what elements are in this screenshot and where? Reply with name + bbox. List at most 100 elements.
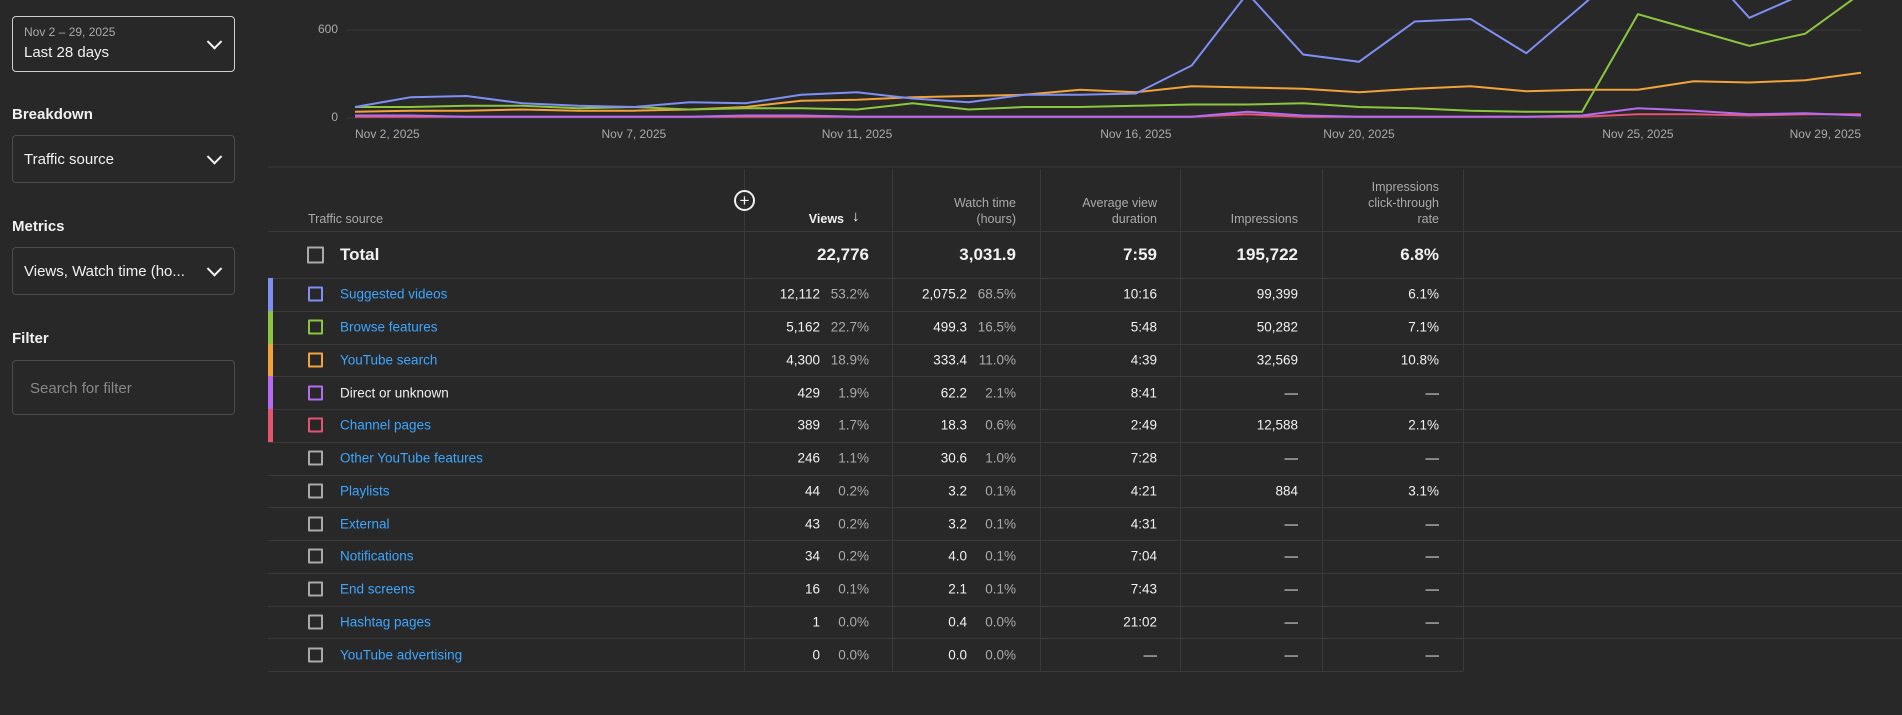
- x-tick-label: Nov 2, 2025: [355, 127, 420, 141]
- traffic-source-name[interactable]: Suggested videos: [340, 286, 448, 302]
- dropdown-icon: [206, 261, 223, 277]
- total-value: 6.8%: [1400, 245, 1439, 264]
- metrics-value: Views, Watch time (ho...: [24, 263, 185, 280]
- breakdown-select[interactable]: Traffic source: [12, 135, 235, 183]
- metric-value: 884: [1275, 483, 1298, 499]
- column-divider: [1040, 169, 1041, 671]
- metric-value: 4:31: [1130, 516, 1157, 532]
- traffic-source-name[interactable]: YouTube advertising: [340, 647, 463, 663]
- x-tick-label: Nov 11, 2025: [822, 127, 893, 141]
- checkbox[interactable]: [308, 516, 323, 532]
- percentage: 11.0%: [978, 352, 1016, 368]
- metric-value: —: [1425, 516, 1440, 532]
- metric-value: 4:21: [1130, 483, 1157, 499]
- row-divider: [268, 507, 1902, 509]
- checkbox[interactable]: [308, 548, 323, 564]
- traffic-source-name[interactable]: Notifications: [340, 548, 414, 564]
- row-divider: [268, 540, 1902, 541]
- y-tick-label: 0: [331, 110, 338, 124]
- metric-value: 6.1%: [1408, 286, 1439, 302]
- checkbox[interactable]: [308, 319, 323, 335]
- date-picker[interactable]: Nov 2 – 29, 2025 Last 28 days: [12, 16, 235, 72]
- metric-value: 5,162: [786, 319, 820, 335]
- metric-value: 50,282: [1256, 319, 1298, 335]
- traffic-source-name[interactable]: Playlists: [340, 483, 390, 499]
- percentage: 0.1%: [985, 516, 1016, 532]
- row-divider: [268, 231, 1902, 232]
- traffic-source-name[interactable]: Hashtag pages: [340, 614, 431, 630]
- metric-value: 1: [812, 614, 820, 630]
- percentage: 0.0%: [838, 614, 869, 630]
- total-value: 22,776: [817, 245, 869, 264]
- metric-value: 2,075.2: [921, 286, 967, 302]
- percentage: 68.5%: [977, 286, 1016, 302]
- checkbox[interactable]: [308, 581, 323, 597]
- row-divider: [268, 474, 1902, 476]
- metric-value: 429: [797, 385, 820, 401]
- metric-value: 34: [804, 548, 820, 564]
- metric-value: 0.0: [948, 647, 967, 663]
- filter-input[interactable]: Search for filter: [12, 360, 235, 415]
- plot-area: [354, 0, 1862, 118]
- x-tick-label: Nov 25, 2025: [1602, 127, 1674, 141]
- traffic-source-name[interactable]: Browse features: [340, 319, 438, 335]
- total-label: Total: [340, 245, 380, 264]
- traffic-source-name[interactable]: End screens: [340, 581, 416, 597]
- checkbox[interactable]: [308, 614, 323, 630]
- metric-value: —: [1284, 516, 1299, 532]
- period: Last 28 days: [24, 44, 110, 61]
- percentage: 1.1%: [838, 450, 869, 466]
- checkbox[interactable]: [308, 450, 323, 466]
- traffic-source-name[interactable]: YouTube search: [340, 352, 438, 368]
- metric-value: 246: [797, 450, 820, 466]
- series-color-bar: [268, 278, 273, 311]
- series-line: [354, 71, 1862, 113]
- checkbox[interactable]: [308, 417, 323, 433]
- row-divider: [268, 278, 1902, 279]
- chart: 0 600 Nov 2, 2025 Nov 7, 2025 Nov 11, 2025 No…: [268, 0, 1902, 168]
- y-tick-label: 600: [318, 22, 338, 36]
- checkbox[interactable]: [308, 286, 323, 302]
- metric-value: 21:02: [1123, 614, 1157, 630]
- metric-value: 333.4: [933, 352, 967, 368]
- column-header: Impressions click-through rate: [1368, 180, 1439, 226]
- metric-value: 5:48: [1130, 319, 1157, 335]
- percentage: 0.2%: [838, 483, 869, 499]
- checkbox[interactable]: [308, 352, 323, 368]
- total-value: 195,722: [1236, 245, 1298, 264]
- row-divider: [268, 310, 1902, 312]
- metric-value: 10:16: [1123, 286, 1157, 302]
- percentage: 22.7%: [830, 319, 869, 335]
- column-divider: [744, 169, 745, 671]
- metric-value: 3.1%: [1408, 483, 1439, 499]
- filter-label: Filter: [12, 330, 49, 347]
- checkbox[interactable]: [307, 246, 324, 264]
- metric-value: —: [1284, 647, 1299, 663]
- percentage: 0.6%: [985, 417, 1016, 433]
- metrics-label: Metrics: [12, 218, 65, 235]
- percentage: 0.1%: [985, 581, 1016, 597]
- row-divider: [268, 638, 1902, 640]
- traffic-source-name[interactable]: Other YouTube features: [340, 450, 483, 466]
- checkbox[interactable]: [308, 483, 323, 499]
- checkbox[interactable]: [308, 385, 323, 401]
- total-value: 7:59: [1122, 245, 1157, 264]
- percentage: 0.1%: [838, 581, 869, 597]
- metrics-select[interactable]: Views, Watch time (ho...: [12, 247, 235, 295]
- traffic-source-name[interactable]: External: [340, 516, 390, 532]
- metric-value: —: [1284, 385, 1299, 401]
- percentage: 0.1%: [985, 483, 1016, 499]
- series-color-bar: [268, 376, 273, 409]
- checkbox[interactable]: [308, 647, 323, 663]
- sort-arrow: ↓: [852, 208, 860, 225]
- row-divider: [268, 409, 1902, 410]
- metric-value: 4:39: [1130, 352, 1157, 368]
- metric-value: 4,300: [786, 352, 820, 368]
- traffic-source-name[interactable]: Channel pages: [340, 417, 431, 433]
- add-column-button[interactable]: +: [734, 190, 755, 211]
- row-divider: [268, 376, 1902, 378]
- metric-value: 0.4: [948, 614, 967, 630]
- column-header[interactable]: Views: [808, 212, 844, 226]
- series-line: [354, 0, 1793, 109]
- metric-value: 8:41: [1130, 385, 1157, 401]
